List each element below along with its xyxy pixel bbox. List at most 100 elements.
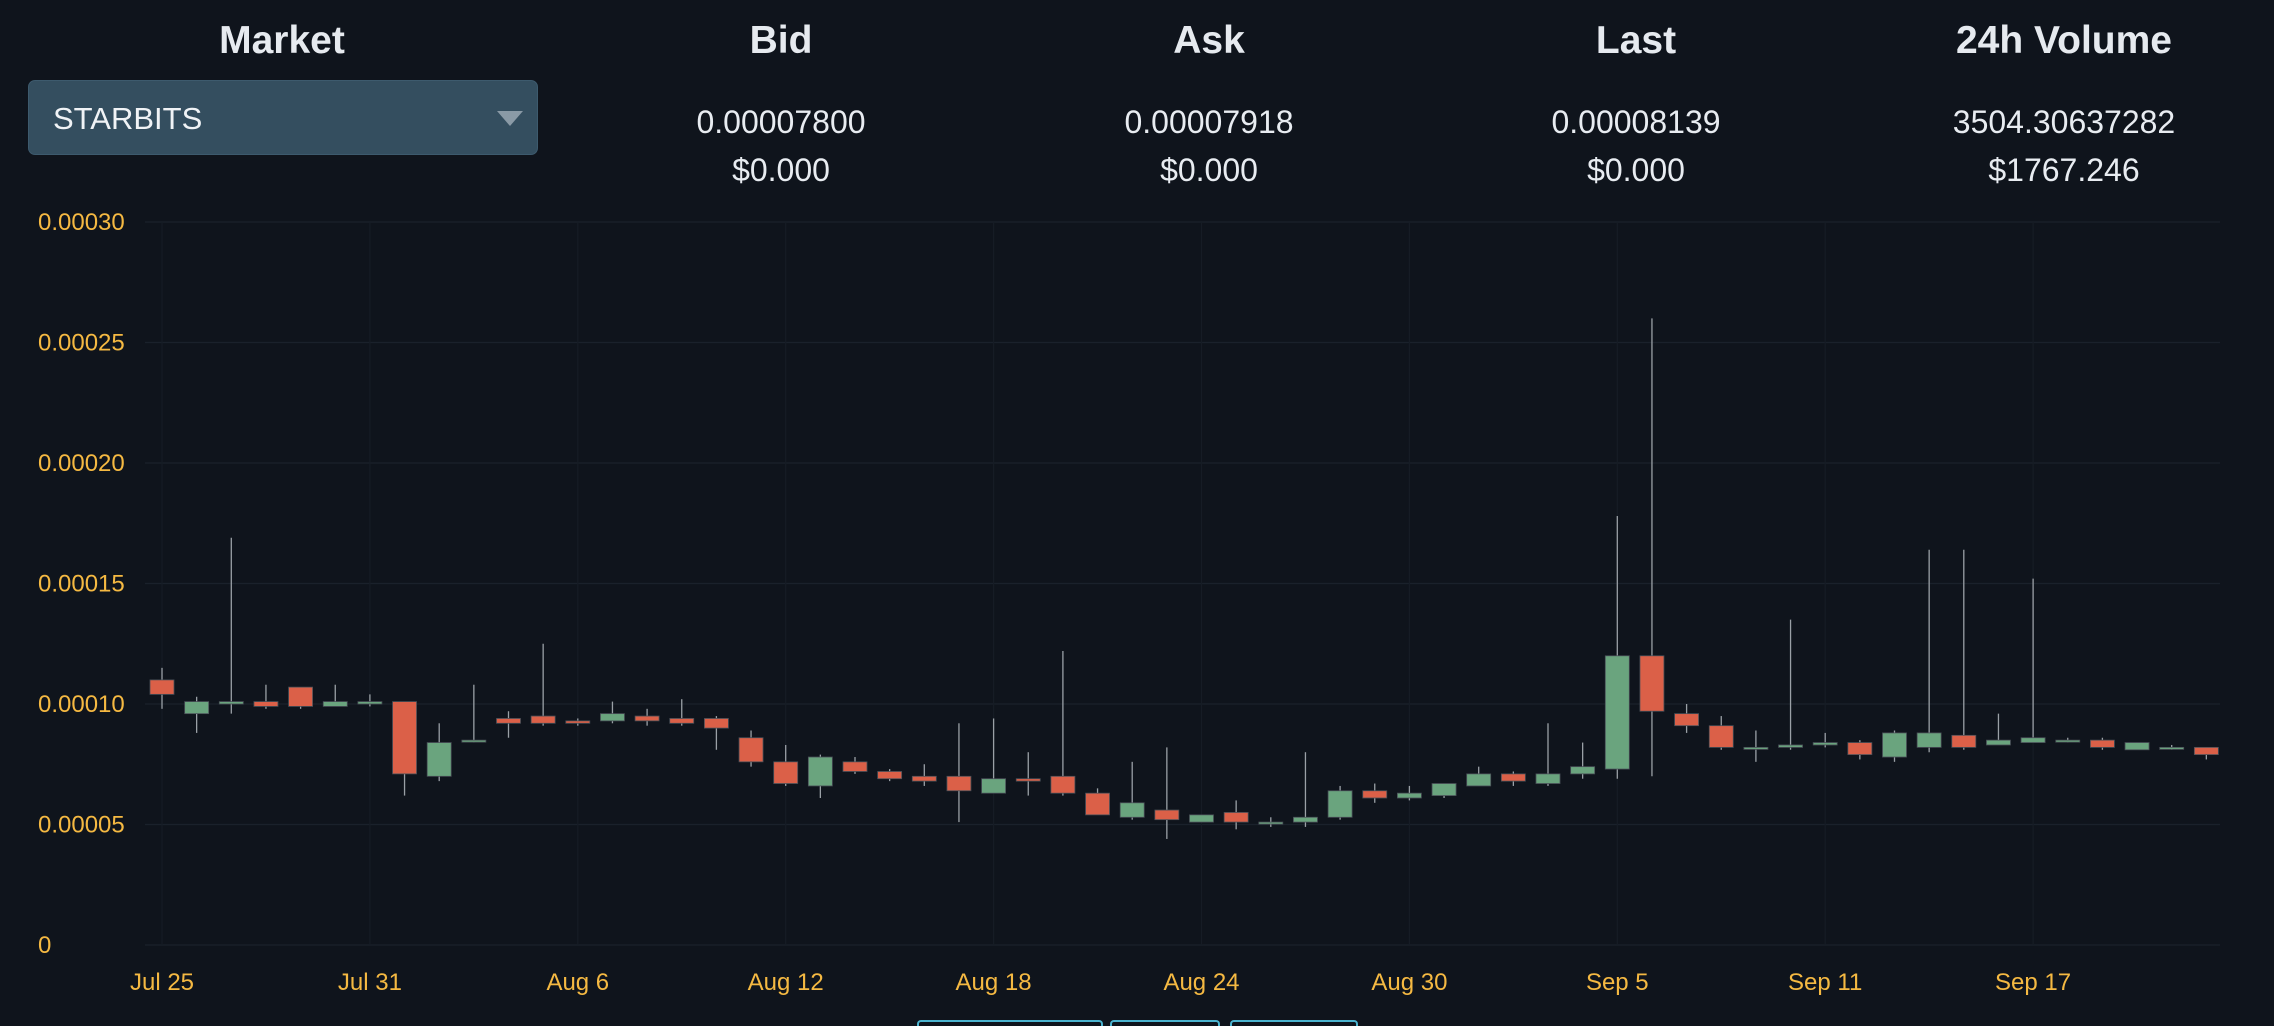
candle-aug-31[interactable] bbox=[1431, 783, 1457, 798]
market-select-dropdown[interactable]: STARBITS bbox=[28, 80, 538, 155]
candle-sep-11[interactable] bbox=[1812, 732, 1838, 748]
candle-sep-7[interactable] bbox=[1674, 704, 1699, 733]
volume-value: 3504.30637282 bbox=[1952, 104, 2176, 140]
candle-aug-27[interactable] bbox=[1293, 752, 1318, 827]
candle-sep-19[interactable] bbox=[2089, 737, 2115, 750]
candle-sep-2[interactable] bbox=[1500, 771, 1526, 786]
candle-aug-4[interactable] bbox=[496, 711, 521, 738]
candle-body bbox=[184, 701, 210, 715]
volume-usd-value: $1767.246 bbox=[1988, 152, 2140, 188]
candle-aug-12[interactable] bbox=[773, 744, 799, 786]
candle-sep-9[interactable] bbox=[1743, 730, 1769, 762]
y-tick-label: 0.00030 bbox=[38, 209, 125, 236]
bottom-tab-strip bbox=[0, 1020, 2274, 1026]
candle-body bbox=[1639, 655, 1665, 712]
candle-aug-10[interactable] bbox=[704, 716, 729, 750]
candle-body bbox=[1223, 812, 1249, 823]
candle-aug-22[interactable] bbox=[1119, 761, 1145, 820]
last-column: Last 0.00008139 $0.000 bbox=[1426, 0, 1846, 194]
y-axis: 0 0.00005 0.00010 0.00015 0.00020 0.00025 0.00… bbox=[38, 209, 125, 959]
candle-body bbox=[565, 720, 591, 724]
ask-usd-value: $0.000 bbox=[1160, 152, 1258, 188]
candle-body bbox=[1085, 792, 1110, 816]
candle-body bbox=[1327, 790, 1353, 818]
candle-body bbox=[357, 701, 383, 705]
candle-sep-3[interactable] bbox=[1535, 723, 1561, 786]
y-tick-label: 0.00005 bbox=[38, 812, 125, 839]
candle-sep-8[interactable] bbox=[1708, 716, 1734, 750]
candle-sep-4[interactable] bbox=[1570, 742, 1596, 779]
tab-stub[interactable] bbox=[1110, 1020, 1220, 1026]
candle-jul-30[interactable] bbox=[322, 684, 348, 707]
candle-aug-15[interactable] bbox=[877, 769, 903, 782]
candle-aug-16[interactable] bbox=[911, 764, 937, 786]
y-tick-label: 0.00020 bbox=[38, 450, 125, 477]
candle-sep-12[interactable] bbox=[1847, 740, 1873, 760]
candle-jul-29[interactable] bbox=[288, 686, 314, 709]
market-select-value: STARBITS bbox=[53, 101, 203, 136]
candle-aug-17[interactable] bbox=[946, 723, 972, 823]
chart-grid bbox=[145, 221, 2220, 946]
candle-sep-21[interactable] bbox=[2159, 744, 2185, 750]
candle-aug-14[interactable] bbox=[842, 757, 868, 774]
candle-sep-1[interactable] bbox=[1466, 766, 1492, 787]
candle-body bbox=[1535, 773, 1561, 784]
candles[interactable] bbox=[149, 318, 2219, 839]
candle-aug-13[interactable] bbox=[807, 754, 833, 798]
candle-aug-30[interactable] bbox=[1397, 785, 1422, 801]
y-tick-label: 0 bbox=[38, 932, 51, 959]
candle-sep-17[interactable] bbox=[2020, 578, 2046, 743]
candle-sep-18[interactable] bbox=[2055, 737, 2081, 743]
candle-sep-16[interactable] bbox=[1986, 713, 2011, 746]
candle-body bbox=[1015, 778, 1041, 782]
candle-aug-20[interactable] bbox=[1050, 650, 1076, 796]
candle-aug-18[interactable] bbox=[981, 718, 1006, 794]
candle-sep-15[interactable] bbox=[1951, 549, 1977, 750]
candle-body bbox=[1431, 783, 1457, 796]
candle-aug-2[interactable] bbox=[426, 723, 452, 782]
candle-aug-19[interactable] bbox=[1015, 752, 1041, 796]
candle-body bbox=[1500, 773, 1526, 782]
candle-aug-11[interactable] bbox=[738, 730, 764, 767]
candle-aug-24[interactable] bbox=[1189, 814, 1214, 823]
candle-aug-26[interactable] bbox=[1258, 817, 1284, 827]
candle-jul-31[interactable] bbox=[357, 694, 383, 707]
candle-body bbox=[634, 715, 660, 722]
bid-usd-value: $0.000 bbox=[732, 152, 830, 188]
candle-sep-5[interactable] bbox=[1604, 516, 1630, 779]
candle-body bbox=[1466, 773, 1492, 787]
candle-sep-6[interactable] bbox=[1639, 318, 1665, 777]
candle-aug-23[interactable] bbox=[1154, 747, 1180, 839]
candle-aug-3[interactable] bbox=[461, 684, 487, 743]
bid-value: 0.00007800 bbox=[696, 104, 866, 140]
candle-sep-20[interactable] bbox=[2124, 742, 2150, 751]
candle-aug-5[interactable] bbox=[530, 643, 556, 726]
candle-aug-1[interactable] bbox=[392, 701, 417, 796]
candle-aug-28[interactable] bbox=[1327, 785, 1353, 820]
x-tick-label: Jul 25 bbox=[130, 969, 194, 996]
candle-aug-9[interactable] bbox=[669, 699, 695, 726]
candle-jul-26[interactable] bbox=[184, 696, 210, 733]
x-tick-label: Sep 11 bbox=[1788, 969, 1862, 996]
ask-title: Ask bbox=[1173, 19, 1245, 62]
candle-jul-28[interactable] bbox=[253, 684, 279, 709]
candle-jul-25[interactable] bbox=[149, 667, 175, 709]
candle-sep-22[interactable] bbox=[2193, 746, 2219, 760]
candle-aug-21[interactable] bbox=[1085, 788, 1110, 816]
tab-stub[interactable] bbox=[1230, 1020, 1358, 1026]
candle-aug-25[interactable] bbox=[1223, 800, 1249, 830]
candle-sep-14[interactable] bbox=[1916, 549, 1942, 753]
tab-stub[interactable] bbox=[917, 1020, 1103, 1026]
candle-body bbox=[253, 701, 279, 707]
market-column: Market bbox=[72, 0, 492, 66]
candle-aug-6[interactable] bbox=[565, 718, 591, 726]
candle-jul-27[interactable] bbox=[218, 537, 244, 714]
candle-sep-10[interactable] bbox=[1778, 619, 1803, 750]
candle-aug-7[interactable] bbox=[600, 701, 625, 724]
candle-aug-8[interactable] bbox=[634, 708, 660, 726]
candlestick-chart[interactable]: 0 0.00005 0.00010 0.00015 0.00020 0.00025 0.00… bbox=[0, 200, 2274, 1018]
candle-aug-29[interactable] bbox=[1362, 783, 1388, 803]
candle-body bbox=[1189, 814, 1214, 823]
candle-sep-13[interactable] bbox=[1882, 730, 1907, 762]
candle-body bbox=[2055, 739, 2081, 743]
